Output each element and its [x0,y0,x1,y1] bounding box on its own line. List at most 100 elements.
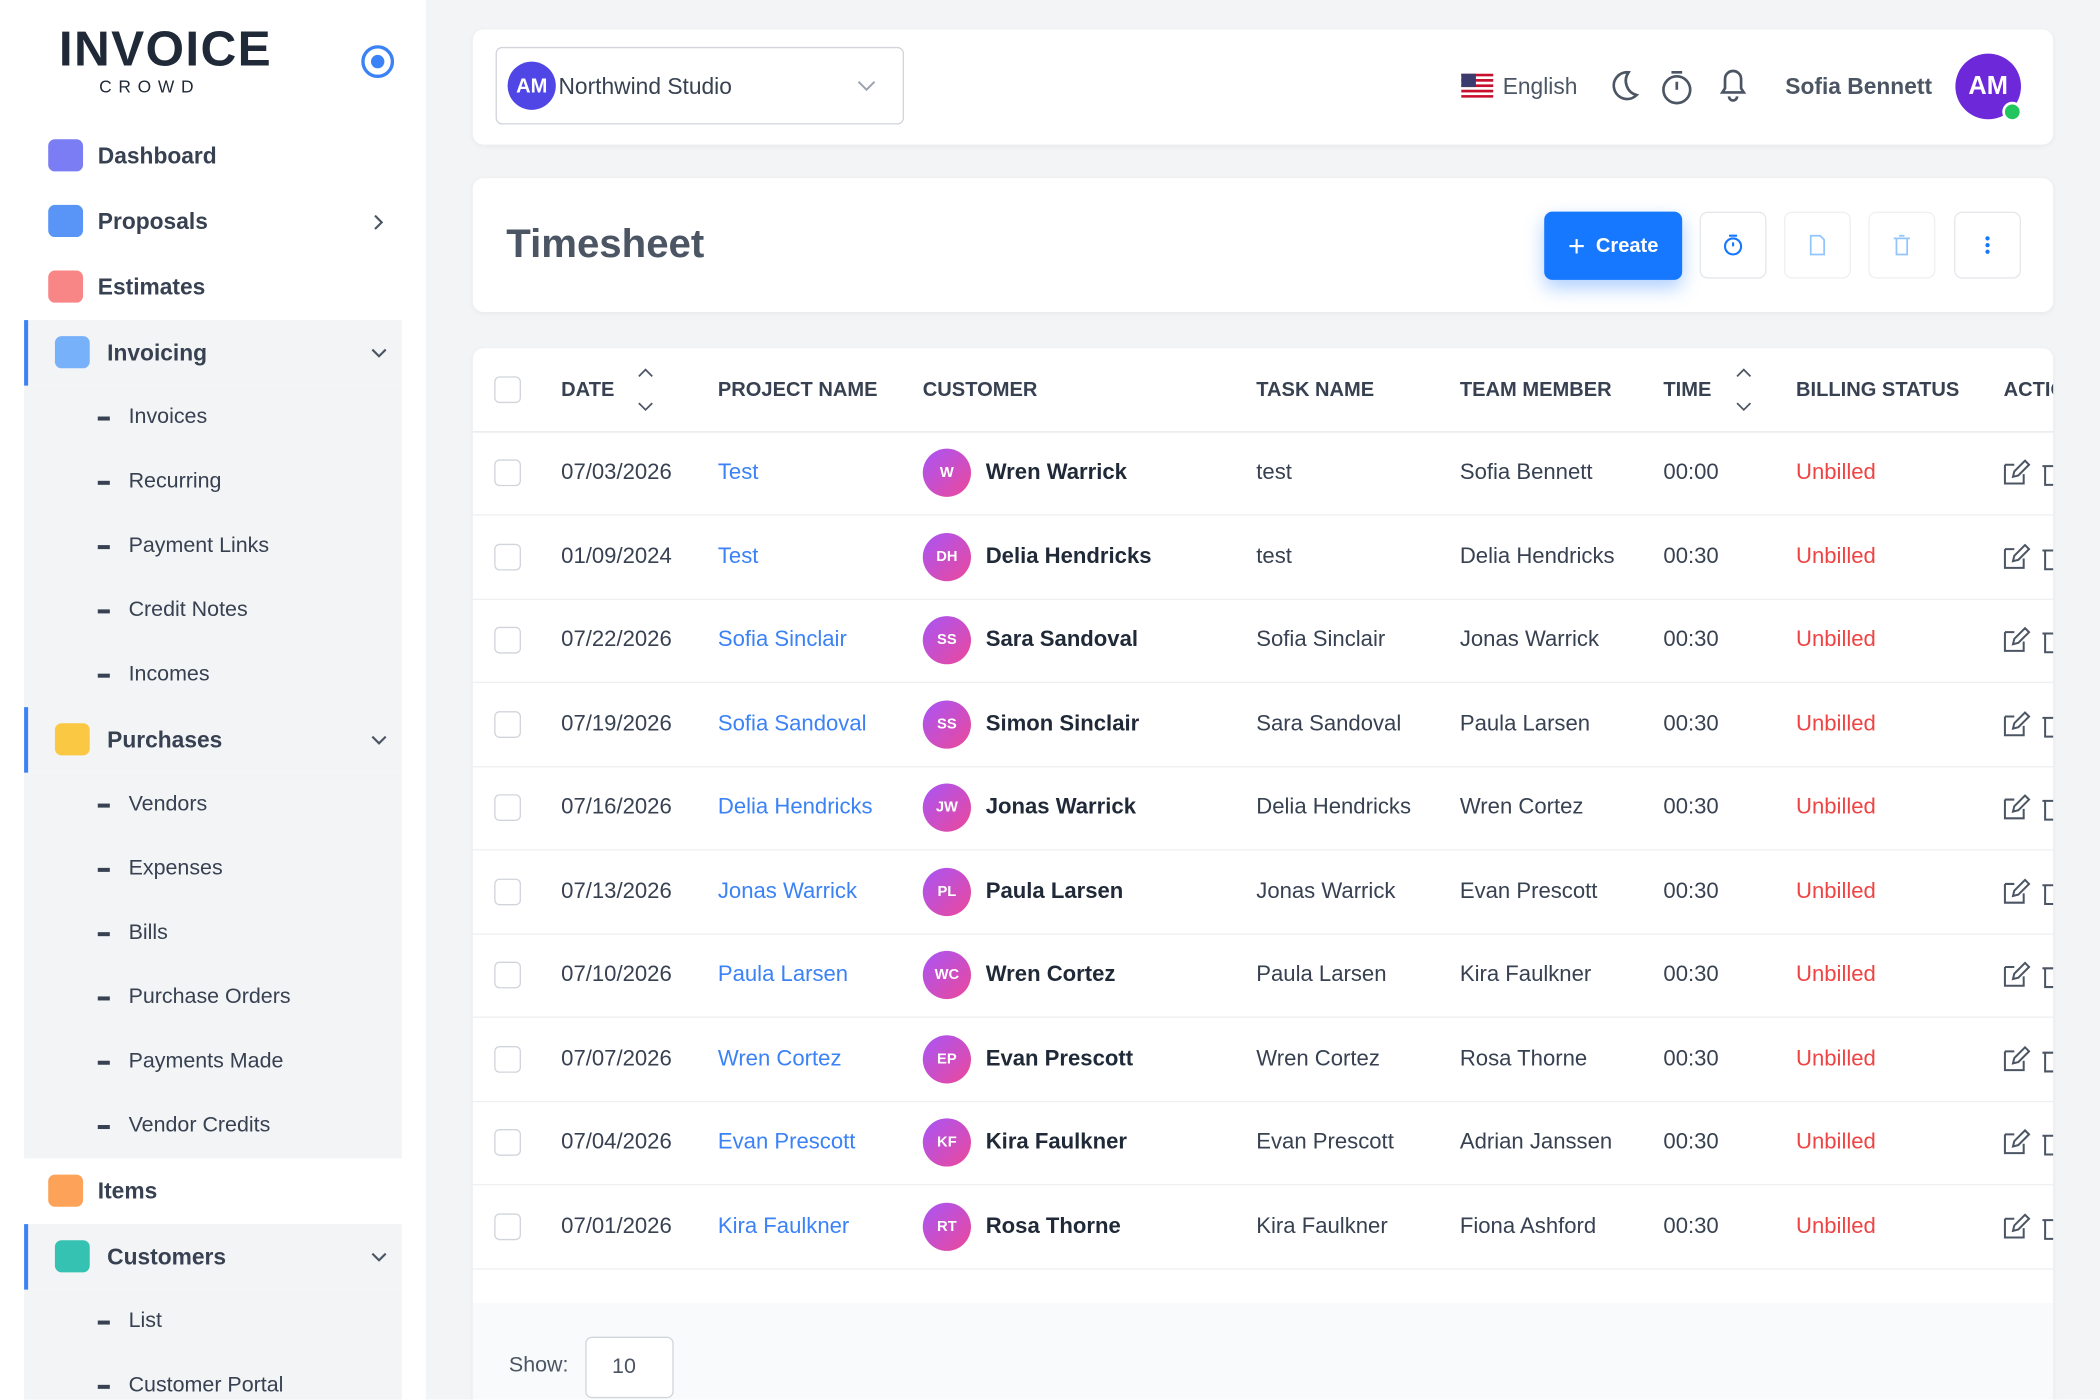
nav-item[interactable]: Proposals [24,189,402,255]
user-name[interactable]: Sofia Bennett [1785,73,1933,100]
date: 07/19/2026 [561,711,672,736]
nav-sub-item[interactable]: Recurring [24,450,402,515]
row-actions[interactable] [2002,961,2054,989]
nav-sub-item[interactable]: Credit Notes [24,578,402,643]
billing-status: Unbilled [1796,962,1876,987]
nav-icon [54,723,90,756]
row-checkbox[interactable] [494,1129,521,1156]
team-member: Sofia Bennett [1459,460,1593,485]
table-card [472,348,2054,1400]
nav-icon [48,204,84,238]
row-actions[interactable] [2002,1045,2054,1072]
delete-button[interactable] [1868,211,1936,279]
project-link[interactable]: Delia Hendricks [717,794,873,819]
nav-item[interactable]: Estimates [24,254,402,320]
date: 07/22/2026 [561,627,672,652]
nav-sub-item[interactable]: Vendor Credits [24,1094,402,1159]
nav-sub-item[interactable]: Payment Links [24,514,402,579]
nav-sub-item[interactable]: Customer Portal [24,1354,402,1400]
more-button[interactable] [1954,211,2022,279]
nav-chevron [371,348,387,358]
sort-icon[interactable] [1734,367,1753,413]
nav-sub-item[interactable]: Invoices [24,385,402,451]
nav-item[interactable]: Purchases [24,707,402,773]
row-checkbox[interactable] [494,1212,521,1240]
create-button[interactable]: + Create [1544,211,1683,280]
task-name: Sara Sandoval [1256,711,1402,736]
row-checkbox[interactable] [494,459,521,487]
column-header: PROJECT NAME [717,378,878,402]
sidebar-toggle[interactable] [359,43,397,81]
timer-button[interactable] [1699,211,1767,279]
export-button[interactable] [1783,211,1851,279]
nav-item[interactable]: Customers [24,1224,402,1290]
column-header: CUSTOMER [922,378,1038,402]
row-actions[interactable] [2002,794,2054,821]
nav-icon [54,1240,90,1273]
project-link[interactable]: Jonas Warrick [717,878,858,903]
team-member: Jonas Warrick [1459,627,1600,652]
row-actions[interactable] [2002,710,2054,737]
row-checkbox[interactable] [494,1045,521,1073]
customer-avatar: DH [922,532,971,581]
team-member: Evan Prescott [1459,878,1598,903]
task-name: Delia Hendricks [1256,794,1412,819]
column-header: TEAM MEMBER [1459,378,1612,402]
row-checkbox[interactable] [494,626,521,654]
notifications[interactable] [1716,64,1751,104]
nav-chevron [371,735,387,745]
page-size[interactable]: 10 [585,1336,674,1399]
nav-sub-item[interactable]: Purchase Orders [24,965,402,1030]
company-select[interactable]: AM Northwind Studio [495,46,905,125]
row-actions[interactable] [2002,877,2054,905]
row-actions[interactable] [2002,1212,2054,1240]
nav-icon [48,139,84,172]
project-link[interactable]: Sofia Sandoval [717,711,867,736]
nav-label: Proposals [97,208,208,234]
row-actions[interactable] [2002,459,2054,486]
date: 01/09/2024 [561,543,672,568]
team-member: Delia Hendricks [1459,543,1615,568]
nav-item[interactable]: Dashboard [24,123,402,189]
language[interactable]: English [1502,73,1578,100]
nav-sub-item[interactable]: Payments Made [24,1029,402,1095]
project-link[interactable]: Wren Cortez [717,1045,842,1071]
customer-avatar: EP [922,1034,971,1083]
dark-mode[interactable] [1604,67,1640,105]
project-link[interactable]: Evan Prescott [717,1129,856,1154]
nav-item[interactable]: Items [24,1158,402,1224]
row-checkbox[interactable] [494,710,521,738]
nav-item[interactable]: Invoicing [24,320,402,386]
row-actions[interactable] [2002,626,2054,654]
time: 00:30 [1663,1213,1719,1238]
row-checkbox[interactable] [494,794,521,821]
sidebar: INVOICE CROWD Dashboard Proposals Estimate… [0,0,426,1400]
row-divider [472,765,2054,767]
project-link[interactable]: Test [717,460,759,485]
nav-sub-item[interactable]: Incomes [24,642,402,708]
nav-sub-item[interactable]: Vendors [24,772,402,838]
customer-name: Sara Sandoval [985,627,1139,652]
row-divider [472,1267,2054,1269]
row-checkbox[interactable] [494,961,521,989]
team-member: Fiona Ashford [1459,1213,1597,1238]
project-link[interactable]: Test [717,543,759,568]
nav-sub-item[interactable]: List [24,1289,402,1355]
project-link[interactable]: Kira Faulkner [717,1213,850,1238]
row-checkbox[interactable] [494,877,521,905]
nav-sub-item[interactable]: Expenses [24,837,402,902]
row-actions[interactable] [2002,543,2054,570]
timer[interactable] [1659,67,1694,107]
row-divider [472,932,2054,935]
customer-name: Wren Cortez [985,962,1116,987]
row-divider [472,681,2054,684]
header-checkbox[interactable] [494,376,521,404]
nav-sub-item[interactable]: Bills [24,901,402,966]
row-actions[interactable] [2002,1129,2054,1156]
column-header: BILLING STATUS [1796,378,1960,402]
project-link[interactable]: Sofia Sinclair [717,627,847,652]
row-checkbox[interactable] [494,543,521,570]
sort-icon[interactable] [636,367,655,413]
project-link[interactable]: Paula Larsen [717,962,849,987]
